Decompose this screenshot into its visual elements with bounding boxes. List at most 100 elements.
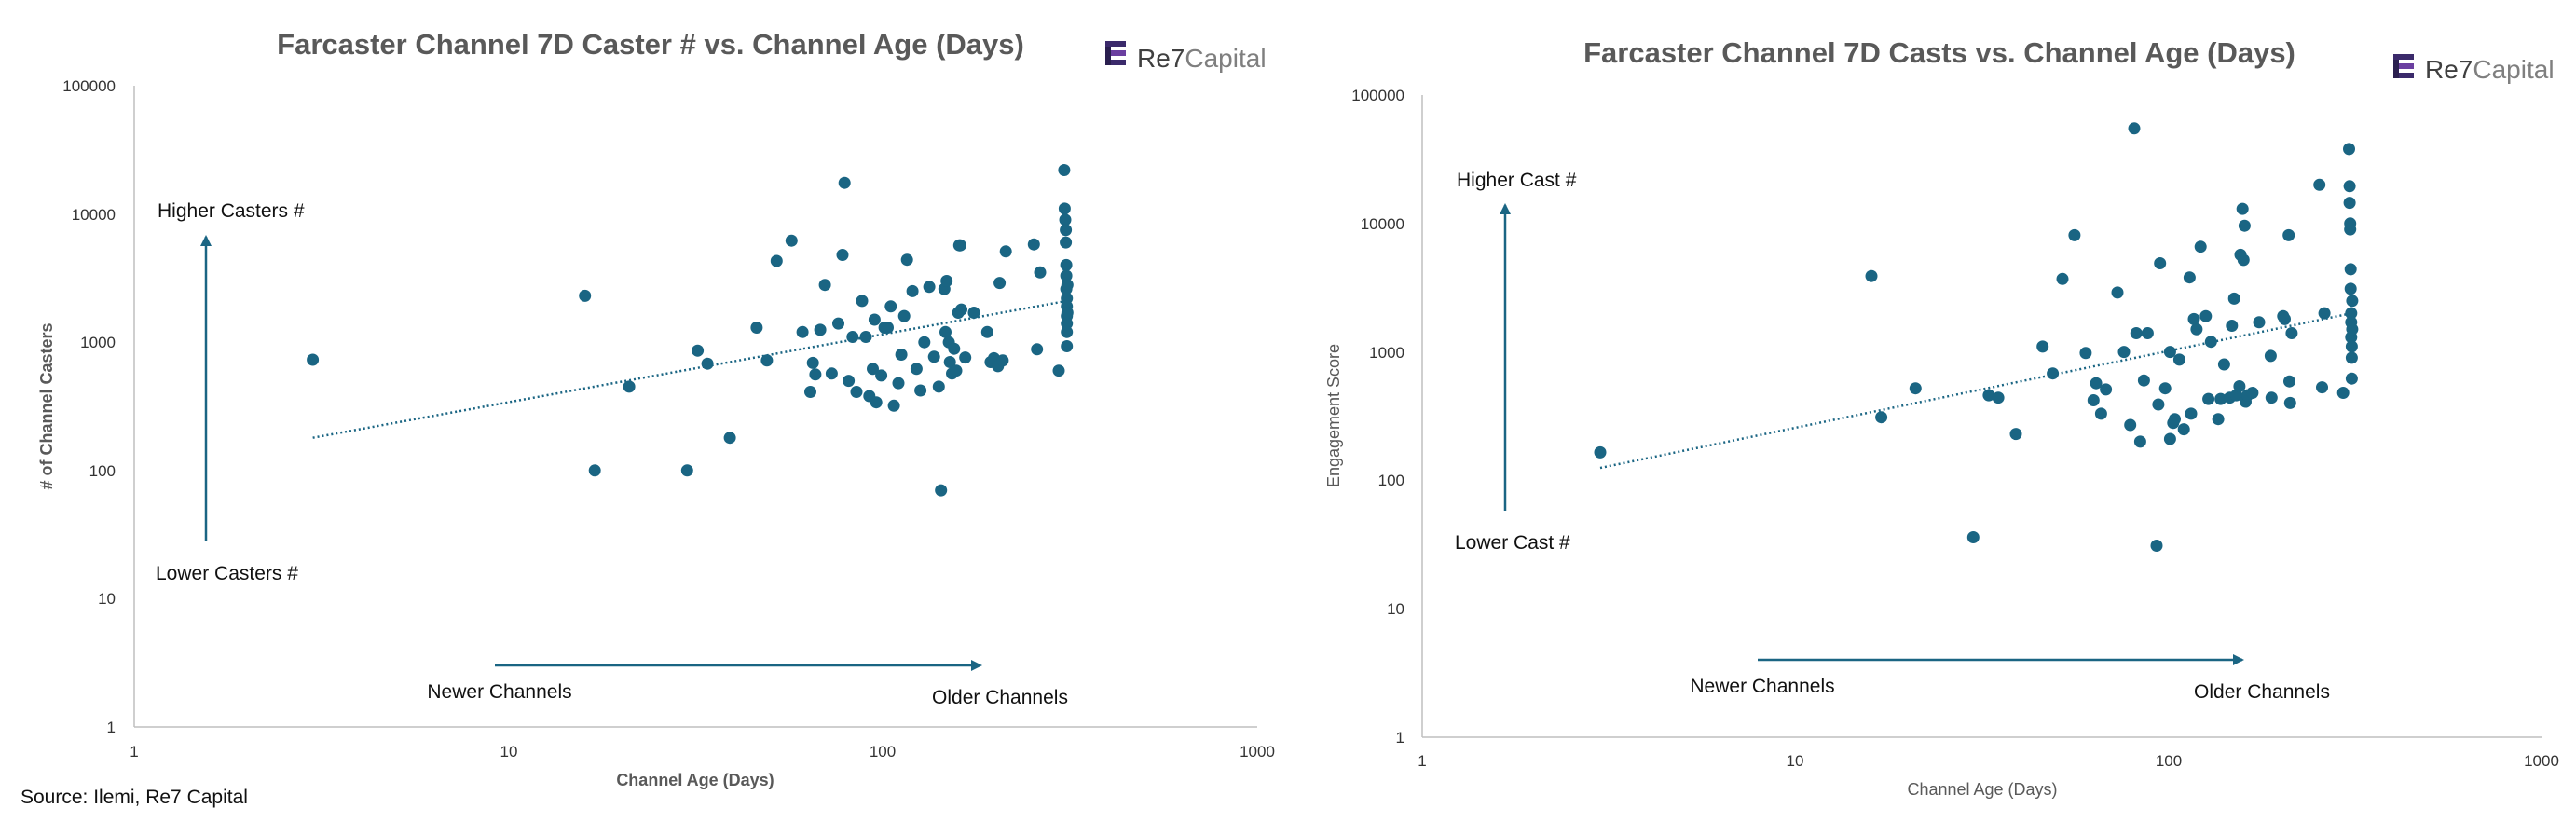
scatter-point xyxy=(2279,312,2291,325)
logo-mark-bar xyxy=(2393,60,2399,78)
scatter-point xyxy=(806,356,819,369)
y-tick-label: 1000 xyxy=(80,334,116,351)
scatter-point xyxy=(932,380,945,393)
scatter-point xyxy=(1027,238,1040,251)
scatter-point xyxy=(897,309,911,322)
scatter-point xyxy=(818,279,831,292)
scatter-point xyxy=(836,249,849,261)
scatter-point xyxy=(588,464,601,477)
scatter-point xyxy=(692,344,705,357)
scatter-point xyxy=(2345,372,2358,385)
scatter-point xyxy=(2202,392,2215,405)
scatter-point xyxy=(959,351,972,364)
scatter-point xyxy=(838,176,851,189)
y-tick-label: 10 xyxy=(1387,600,1404,618)
scatter-point xyxy=(2183,271,2196,284)
scatter-point xyxy=(868,313,881,326)
older-channels-label: Older Channels xyxy=(2194,681,2330,703)
scatter-point xyxy=(2344,282,2357,295)
y-axis-title: Engagement Score xyxy=(1324,344,1343,487)
scatter-point xyxy=(2009,428,2022,441)
scatter-point xyxy=(680,464,693,477)
source-note: Source: Ilemi, Re7 Capital xyxy=(21,787,248,808)
scatter-point xyxy=(701,357,714,370)
logo-mark-bar xyxy=(1105,60,1126,65)
scatter-point xyxy=(796,325,809,338)
down-arrow-label: Lower Casters # xyxy=(156,563,298,584)
scatter-point xyxy=(967,307,980,319)
scatter-point xyxy=(895,349,908,361)
scatter-point xyxy=(999,245,1012,258)
scatter-point xyxy=(2214,392,2227,405)
scatter-point xyxy=(1060,269,1073,282)
scatter-point xyxy=(2150,540,2163,552)
scatter-point xyxy=(910,363,923,376)
scatter-point xyxy=(1865,269,1878,282)
scatter-point xyxy=(2264,349,2277,363)
scatter-point xyxy=(2237,253,2250,267)
x-axis-title: Channel Age (Days) xyxy=(1907,780,2057,799)
scatter-point xyxy=(2087,394,2100,406)
scatter-point xyxy=(2343,143,2355,156)
scatter-point xyxy=(870,396,883,409)
scatter-point xyxy=(623,380,636,393)
scatter-point xyxy=(2111,286,2124,299)
chart-title: Farcaster Channel 7D Caster # vs. Channe… xyxy=(277,28,1024,61)
scatter-point xyxy=(923,281,936,294)
scatter-point xyxy=(2163,432,2176,445)
scatter-point xyxy=(832,317,844,330)
scatter-point xyxy=(2090,377,2103,390)
trendline xyxy=(1599,311,2352,470)
scatter-point xyxy=(760,354,774,367)
scatter-point xyxy=(814,323,827,336)
scatter-point xyxy=(1061,325,1074,338)
scatter-point xyxy=(918,336,931,349)
up-arrow-label: Higher Cast # xyxy=(1457,170,1577,191)
scatter-point xyxy=(2137,374,2150,387)
y-tick-label: 100 xyxy=(1378,472,1404,489)
scatter-point xyxy=(2152,398,2165,411)
x-tick-label: 100 xyxy=(870,743,896,760)
scatter-point xyxy=(875,369,888,382)
scatter-point xyxy=(1909,382,1922,395)
scatter-point xyxy=(2343,197,2356,210)
scatter-point xyxy=(2154,257,2167,269)
logo-mark-bar xyxy=(1105,47,1111,65)
scatter-point xyxy=(2345,340,2358,353)
scatter-point xyxy=(1052,364,1065,377)
scatter-point xyxy=(2185,407,2198,420)
scatter-point xyxy=(1982,389,1995,402)
scatter-point xyxy=(2282,228,2295,241)
scatter-point xyxy=(906,284,919,297)
newer-channels-label: Newer Channels xyxy=(427,681,571,703)
scatter-point xyxy=(980,325,993,338)
logo-text: Re7Capital xyxy=(1137,44,1267,73)
scatter-point xyxy=(2036,340,2049,353)
scatter-point xyxy=(1594,445,1607,459)
scatter-point xyxy=(1061,279,1074,292)
scatter-point xyxy=(1031,343,1044,356)
scatter-point xyxy=(2246,387,2259,399)
scatter-point xyxy=(1060,236,1073,249)
scatter-point xyxy=(2130,327,2143,339)
scatter-point xyxy=(2233,380,2246,392)
scatter-point xyxy=(2344,263,2357,276)
scatter-point xyxy=(2344,223,2357,236)
scatter-point xyxy=(1060,258,1073,271)
scatter-point xyxy=(2316,381,2328,394)
x-tick-labels: 1 10 100 1000 xyxy=(130,743,1275,760)
y-tick-label: 10000 xyxy=(72,206,116,224)
scatter-point xyxy=(2190,322,2203,336)
scatter-point xyxy=(867,363,879,376)
scatter-point xyxy=(2117,346,2131,359)
y-axis-title: # of Channel Casters xyxy=(37,322,56,489)
scatter-point xyxy=(2318,307,2331,320)
scatter-point xyxy=(900,253,913,267)
scatter-point xyxy=(843,375,856,388)
scatter-point xyxy=(2047,367,2060,380)
scatter-point xyxy=(1875,411,1888,424)
scatter-point xyxy=(2238,219,2251,232)
y-tick-label: 100000 xyxy=(62,77,116,95)
chart-title: Farcaster Channel 7D Casts vs. Channel A… xyxy=(1583,36,2295,69)
scatter-point xyxy=(2100,383,2113,396)
